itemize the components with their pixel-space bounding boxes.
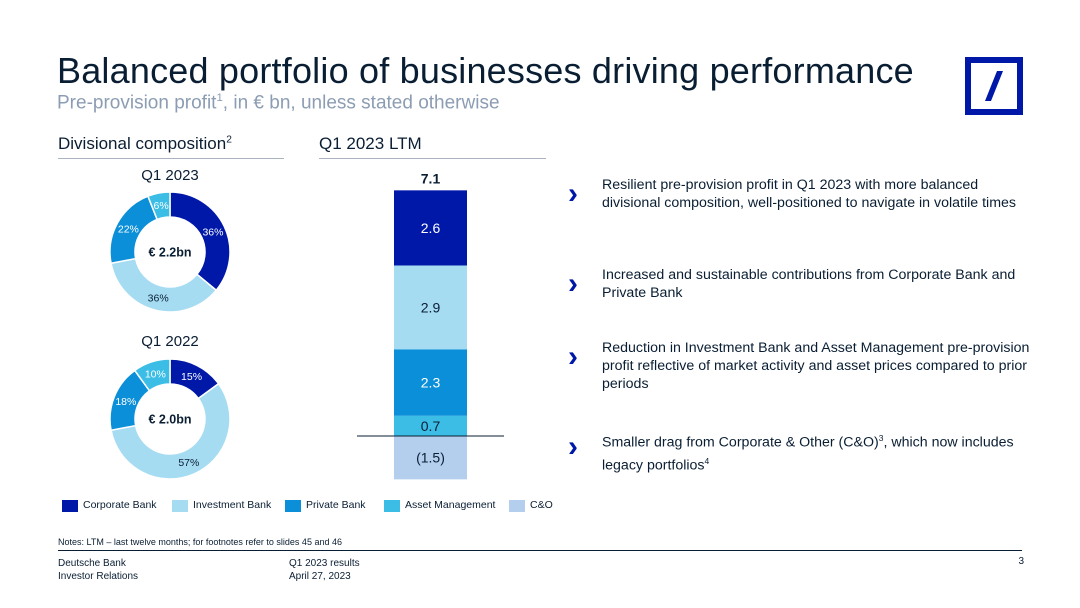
- chevron-right-icon: ›: [568, 177, 578, 210]
- donut-slice-label: 6%: [154, 200, 169, 212]
- donut-slice-label: 10%: [145, 368, 166, 380]
- subtitle-rest: , in € bn, unless stated otherwise: [222, 92, 500, 114]
- left-heading-rule: [58, 158, 284, 159]
- bullet-footnote: 4: [704, 455, 710, 466]
- footer-company: Deutsche Bank: [58, 558, 126, 569]
- bar-segment-label: 2.3: [421, 375, 441, 391]
- legend-label: C&O: [530, 499, 553, 511]
- divisional-composition-footnote: 2: [226, 134, 232, 146]
- deutsche-bank-logo-icon: [965, 57, 1023, 115]
- donut-slice-label: 15%: [181, 371, 202, 383]
- bullet-text-part: , which now includes legacy portfolios: [602, 434, 1014, 474]
- bar-segment-label: 0.7: [421, 418, 441, 434]
- legend-label: Investment Bank: [193, 499, 272, 511]
- bar-segment-corporate-bank: [394, 190, 467, 266]
- bar-segment-label: (1.5): [416, 450, 445, 466]
- donut-slice-label: 36%: [202, 226, 223, 238]
- subtitle-footnote: 1: [216, 92, 223, 104]
- legend-label: Private Bank: [306, 499, 366, 511]
- page-number: 3: [1018, 556, 1024, 567]
- donut-slice-label: 57%: [178, 457, 199, 469]
- footer-left: Deutsche Bank Investor Relations: [58, 558, 138, 583]
- donut-slice-asset-management: [133, 358, 171, 392]
- footer-date: April 27, 2023: [289, 570, 351, 582]
- bar-segment-cando: [394, 436, 467, 480]
- bar-segment-investment-bank: [394, 265, 467, 350]
- subtitle-text: Pre-provision profit: [57, 92, 217, 114]
- right-heading-rule: [319, 158, 546, 159]
- donut-slice-label: 36%: [148, 293, 169, 305]
- page-subtitle: Pre-provision profit1, in € bn, unless s…: [57, 92, 500, 114]
- footer-department: Investor Relations: [58, 570, 139, 582]
- bar-segment-asset-management: [394, 415, 467, 436]
- divisional-composition-heading: Divisional composition2: [58, 134, 232, 154]
- chevron-right-icon: ›: [568, 267, 578, 300]
- ltm-heading: Q1 2023 LTM: [319, 134, 422, 153]
- donut-slice-corporate-bank: [169, 191, 231, 292]
- legend-label: Corporate Bank: [83, 499, 157, 511]
- donut-chart-q1-2022: 15% 57% 18% 10% € 2.0bn: [109, 358, 231, 480]
- legend-swatch: [62, 500, 78, 512]
- donut-center-label: € 2.2bn: [148, 246, 191, 260]
- donut-slice-investment-bank: [110, 257, 218, 313]
- bullet-text: Resilient pre-provision profit in Q1 202…: [602, 177, 1017, 211]
- bullet-text: Smaller drag from Corporate & Other (C&O…: [602, 429, 1032, 474]
- bullet-text: Reduction in Investment Bank and Asset M…: [602, 340, 1030, 392]
- legend-label: Asset Management: [405, 499, 496, 511]
- notes: Notes: LTM – last twelve months; for foo…: [58, 537, 342, 547]
- donut-center-label: € 2.0bn: [148, 413, 191, 427]
- footer-report: Q1 2023 results: [289, 558, 360, 569]
- bar-segment-private-bank: [394, 349, 467, 416]
- bullet-text: Increased and sustainable contributions …: [602, 267, 1016, 301]
- donut-slice-investment-bank: [110, 382, 231, 480]
- chevron-right-icon: ›: [568, 430, 578, 463]
- donut-chart-q1-2023: 36% 36% 22% 6% € 2.2bn: [109, 191, 231, 313]
- legend-swatch: [384, 500, 400, 512]
- bar-segment-label: 2.9: [421, 299, 441, 315]
- donut-slice-label: 18%: [115, 396, 136, 408]
- bullet-footnote: 3: [878, 433, 884, 443]
- bullet-text-part: Smaller drag from Corporate & Other (C&O…: [602, 434, 879, 451]
- bar-segment-label: 2.6: [421, 220, 441, 236]
- stacked-bar-chart-ltm: 0.7 2.3 2.9 2.6 (1.5) 7.1: [357, 170, 504, 480]
- legend-swatch: [285, 500, 301, 512]
- page-title: Balanced portfolio of businesses driving…: [57, 50, 914, 91]
- donut-q1-2023-title: Q1 2023: [141, 167, 199, 184]
- bar-total-label: 7.1: [421, 170, 441, 186]
- divisional-composition-text: Divisional composition: [58, 134, 227, 153]
- legend-swatch: [172, 500, 188, 512]
- donut-q1-2022-title: Q1 2022: [141, 333, 199, 350]
- donut-slice-asset-management: [146, 191, 171, 221]
- footer-rule: [58, 550, 1022, 551]
- chevron-right-icon: ›: [568, 340, 578, 373]
- legend-swatch: [509, 500, 525, 512]
- donut-slice-label: 22%: [118, 224, 139, 236]
- footer-middle: Q1 2023 results April 27, 2023: [289, 558, 360, 583]
